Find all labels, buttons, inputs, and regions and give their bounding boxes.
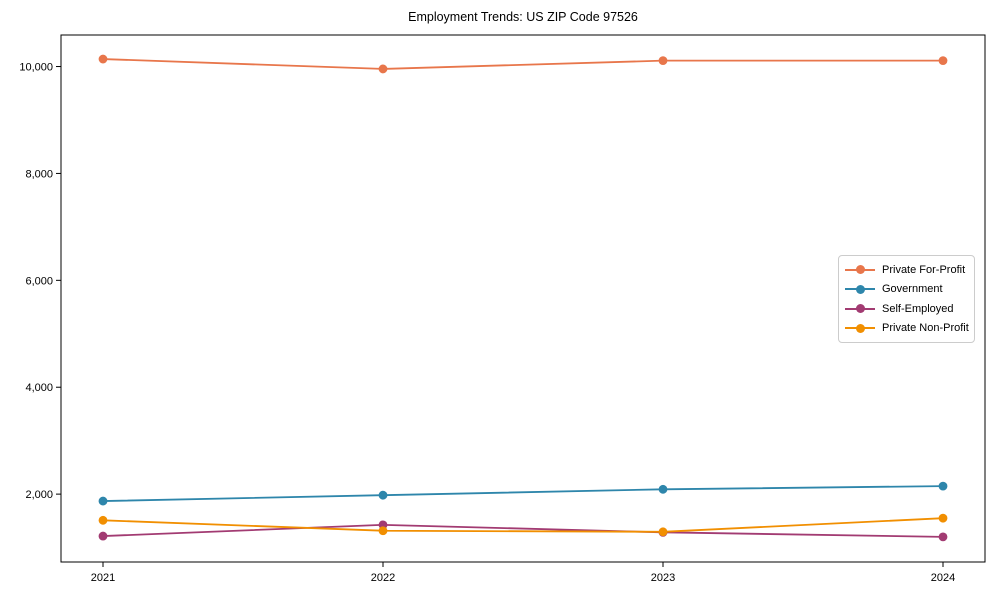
series-marker-private-for-profit [98, 54, 108, 64]
legend-marker-icon [845, 304, 875, 314]
axes-spines [60, 34, 986, 563]
series-marker-private-non-profit [98, 515, 108, 525]
x-axis-tick-label: 2022 [371, 572, 395, 584]
legend-item-self-employed: Self-Employed [845, 299, 968, 319]
legend-label: Self-Employed [882, 302, 954, 315]
legend-label: Private Non-Profit [882, 322, 969, 335]
x-axis-tick-label: 2023 [651, 572, 675, 584]
y-axis-tick-label: 10,000 [19, 62, 53, 74]
y-axis-tick-label: 8,000 [25, 168, 53, 180]
series-marker-government [938, 481, 948, 491]
y-axis-tick-label: 2,000 [25, 489, 53, 501]
series-marker-private-non-profit [658, 527, 668, 537]
series-marker-government [658, 484, 668, 494]
series-marker-government [378, 490, 388, 500]
x-axis-tick-label: 2021 [91, 572, 115, 584]
series-line-private-non-profit [102, 517, 944, 533]
legend-label: Private For-Profit [882, 263, 966, 276]
legend-dot-icon [855, 265, 865, 275]
y-axis-tick-label: 4,000 [25, 382, 53, 394]
legend-item-government: Government [845, 280, 968, 300]
legend-dot-icon [855, 284, 865, 294]
legend-marker-icon [845, 265, 875, 275]
chart-legend: Private For-Profit Government Self-Employe… [838, 255, 975, 343]
series-marker-private-non-profit [938, 513, 948, 523]
series-line-government [102, 485, 944, 502]
series-line-private-for-profit [102, 58, 943, 70]
series-marker-self-employed [98, 531, 108, 541]
legend-marker-icon [845, 323, 875, 333]
series-marker-private-non-profit [378, 526, 388, 536]
series-line-self-employed [102, 523, 944, 538]
series-marker-private-for-profit [658, 56, 668, 66]
chart-title: Employment Trends: US ZIP Code 97526 [408, 10, 638, 24]
series-marker-private-for-profit [378, 64, 388, 74]
y-axis-tick-label: 6,000 [25, 275, 53, 287]
series-marker-government [98, 496, 108, 506]
legend-dot-icon [855, 304, 865, 314]
legend-marker-icon [845, 284, 875, 294]
x-axis-tick-label: 2024 [931, 572, 955, 584]
legend-item-private-for-profit: Private For-Profit [845, 260, 968, 280]
series-marker-self-employed [938, 532, 948, 542]
legend-item-private-non-profit: Private Non-Profit [845, 319, 969, 339]
legend-label: Government [882, 283, 943, 296]
series-marker-private-for-profit [938, 56, 948, 66]
legend-dot-icon [855, 323, 865, 333]
